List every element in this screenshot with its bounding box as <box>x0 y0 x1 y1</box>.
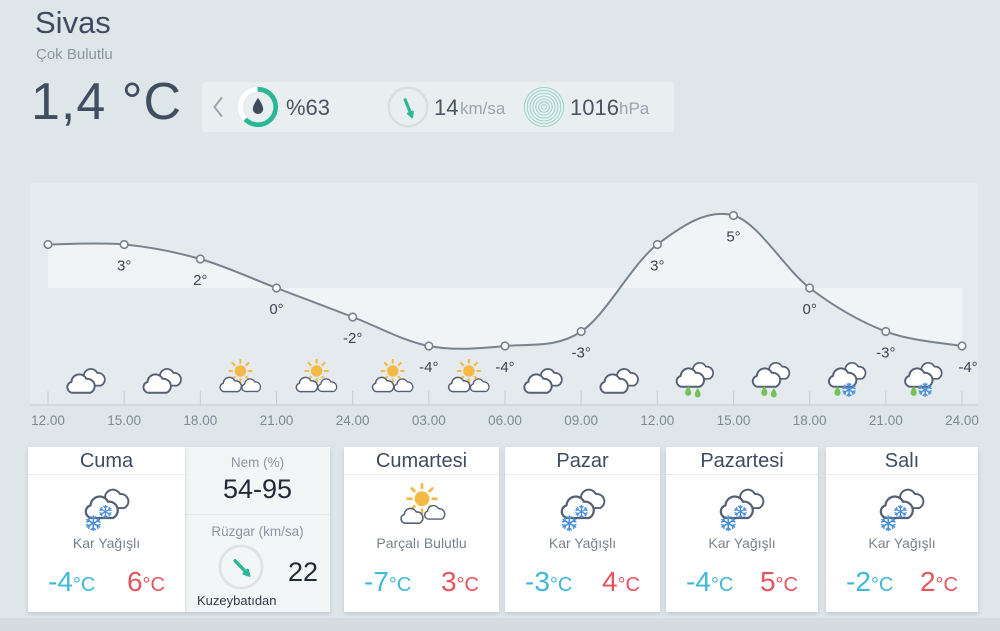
temp-range: -4°C 6°C <box>28 566 185 598</box>
chart-point <box>576 326 586 337</box>
point-temp-label: -3° <box>876 345 895 362</box>
wind-speed-value: 14 <box>434 95 459 120</box>
x-axis-label: 15.00 <box>717 413 751 428</box>
condition-label: Kar Yağışlı <box>548 535 617 551</box>
x-axis-label: 03.00 <box>412 413 446 428</box>
high-temp: 5°C <box>759 566 798 597</box>
humidity-gauge-icon <box>237 86 279 128</box>
chevron-left-icon[interactable] <box>212 96 224 118</box>
chart-point <box>119 239 129 250</box>
chart-point <box>424 341 434 351</box>
high-temp: 2°C <box>919 566 958 597</box>
low-temp: -7°C <box>364 566 412 597</box>
point-temp-label: 0° <box>269 301 283 318</box>
snowy-icon <box>713 482 771 532</box>
page-title-city: Sivas <box>35 5 111 40</box>
point-temp-label: -4° <box>958 359 977 376</box>
condition-label: Kar Yağışlı <box>868 535 936 551</box>
chart-point <box>500 341 510 351</box>
wind-label: Rüzgar (km/sa) <box>211 524 304 539</box>
page-bottom-strip <box>0 618 1000 631</box>
chart-point <box>805 283 815 293</box>
day-label: Cuma <box>28 447 185 475</box>
pressure-value: 1016 <box>570 95 619 120</box>
humidity-value: %63 <box>286 95 331 120</box>
chart-point <box>43 239 53 250</box>
wind-speed-value: 22 <box>287 557 318 587</box>
day-label: Salı <box>826 447 978 475</box>
pressure-unit: hPa <box>619 99 650 118</box>
forecast-card-cuma[interactable]: Cuma Kar Yağışlı -4°C 6°C <box>28 447 185 612</box>
snowy-icon <box>78 482 136 532</box>
point-temp-label: 3° <box>117 258 131 275</box>
hourly-temperature-chart: 12.00 15.00 18.00 21.00 24.00 03.00 06.00 09.00… <box>30 183 979 428</box>
x-axis-label: 18.00 <box>183 413 217 428</box>
x-axis-label: 06.00 <box>488 413 522 428</box>
current-conditions-bar: %63 14 km/sa 1016 hPa <box>202 82 674 132</box>
condition-label: Parçalı Bulutlu <box>376 535 467 551</box>
daily-forecast-row: Nem (%) 54-95 Rüzgar (km/sa) 22 Kuzeybat… <box>0 447 1000 612</box>
x-axis-label: 12.00 <box>640 413 674 428</box>
pressure-rings-icon <box>523 86 565 128</box>
chart-point <box>881 326 891 337</box>
temp-range: -7°C 3°C <box>344 566 499 598</box>
snowy-icon <box>554 482 612 532</box>
day-label: Pazartesi <box>666 447 818 475</box>
day-label: Cumartesi <box>344 447 499 475</box>
temperature-area-fill <box>48 213 962 349</box>
x-axis-label: 24.00 <box>336 413 370 428</box>
x-axis-label: 12.00 <box>31 413 65 428</box>
high-temp: 3°C <box>440 566 479 597</box>
chart-point <box>957 341 967 351</box>
condition-label: Kar Yağışlı <box>72 535 141 551</box>
point-temp-label: -4° <box>495 359 514 376</box>
current-condition-label: Çok Bulutlu <box>36 46 113 63</box>
wind-direction-icon <box>218 544 264 590</box>
point-temp-label: 0° <box>802 301 816 318</box>
x-axis-label: 21.00 <box>260 413 294 428</box>
x-axis-label: 15.00 <box>107 413 141 428</box>
x-axis-label: 21.00 <box>869 413 903 428</box>
high-temp: 4°C <box>601 566 640 597</box>
point-temp-label: -2° <box>343 330 362 347</box>
chart-point <box>652 239 662 250</box>
point-temp-label: -4° <box>419 359 438 376</box>
chart-point <box>271 283 282 293</box>
temp-range: -3°C 4°C <box>505 566 660 598</box>
wind-speed-unit: km/sa <box>460 99 506 118</box>
current-temperature: 1,4 °C <box>31 73 183 131</box>
low-temp: -2°C <box>846 566 894 597</box>
forecast-card-pazar[interactable]: Pazar Kar Yağışlı -3°C 4°C <box>505 447 660 612</box>
chart-point <box>195 254 205 264</box>
x-axis-label: 24.00 <box>945 413 979 428</box>
low-temp: -4°C <box>48 566 96 597</box>
point-temp-label: -3° <box>571 345 590 362</box>
day-details-panel: Nem (%) 54-95 Rüzgar (km/sa) 22 Kuzeybat… <box>185 447 330 612</box>
chart-point <box>348 312 358 322</box>
wind-direction-icon <box>387 86 429 128</box>
forecast-card-sal[interactable]: Salı Kar Yağışlı -2°C 2°C <box>826 447 978 612</box>
partly-cloudy-icon <box>393 482 451 532</box>
humidity-range-value: 54-95 <box>185 474 330 515</box>
chart-background <box>30 183 978 405</box>
humidity-range-label: Nem (%) <box>230 455 285 470</box>
day-label: Pazar <box>505 447 660 475</box>
condition-label: Kar Yağışlı <box>708 535 776 551</box>
point-temp-label: 2° <box>193 272 207 289</box>
high-temp: 6°C <box>126 566 165 597</box>
x-axis-label: 18.00 <box>793 413 827 428</box>
temp-range: -4°C 5°C <box>666 566 818 598</box>
snowy-icon <box>873 482 931 532</box>
low-temp: -4°C <box>686 566 734 597</box>
x-axis-label: 09.00 <box>564 413 598 428</box>
forecast-card-pazartesi[interactable]: Pazartesi Kar Yağışlı -4°C 5°C <box>666 447 818 612</box>
point-temp-label: 5° <box>726 229 740 246</box>
forecast-card-cumartesi[interactable]: Cumartesi Parçalı Bulutlu -7°C 3°C <box>344 447 499 612</box>
chart-point <box>728 210 739 221</box>
temp-range: -2°C 2°C <box>826 566 978 598</box>
low-temp: -3°C <box>525 566 573 597</box>
point-temp-label: 3° <box>650 258 664 275</box>
wind-direction-label: Kuzeybatıdan <box>197 593 277 608</box>
